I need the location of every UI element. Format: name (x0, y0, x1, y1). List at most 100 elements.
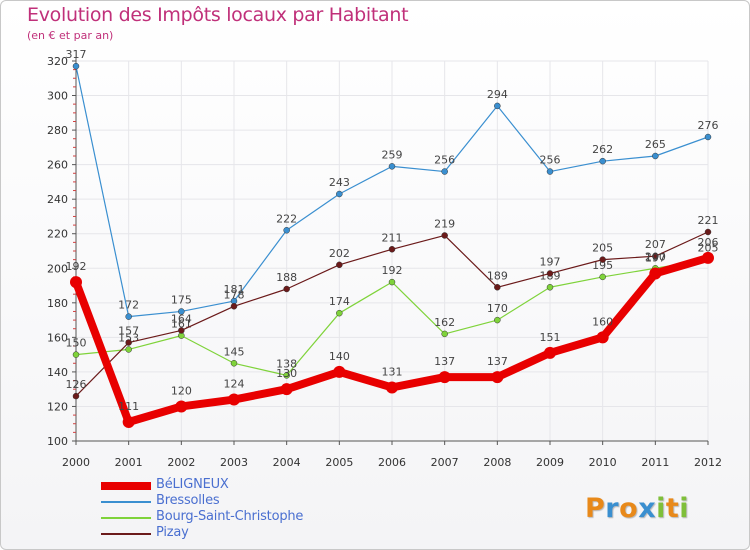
data-point (72, 351, 80, 358)
data-point (336, 309, 343, 317)
x-tick-label: 2010 (589, 456, 617, 469)
data-point (704, 228, 712, 236)
data-point (283, 285, 290, 293)
data-point (546, 168, 554, 175)
y-tick-label: 180 (47, 297, 68, 310)
data-point (388, 246, 396, 253)
data-label: 140 (329, 350, 350, 363)
data-label: 188 (276, 271, 297, 284)
data-point (494, 284, 501, 291)
data-label: 172 (118, 299, 139, 312)
y-tick-label: 140 (47, 366, 68, 379)
legend-swatch (101, 501, 151, 503)
data-label: 126 (66, 378, 87, 391)
data-point (544, 346, 556, 359)
x-tick-label: 2009 (536, 456, 564, 469)
data-point (546, 270, 554, 277)
chart-title: Evolution des Impôts locaux par Habitant (27, 4, 409, 26)
data-label: 202 (329, 247, 350, 260)
data-label: 205 (698, 242, 719, 255)
data-point (333, 365, 346, 378)
data-point (704, 133, 712, 141)
x-tick-label: 2005 (325, 456, 353, 469)
legend-label: Pizay (156, 525, 189, 540)
logo-letter: P (585, 493, 606, 524)
data-label: 189 (487, 269, 508, 282)
legend-label: Bourg-Saint-Christophe (156, 509, 304, 524)
data-point (599, 157, 606, 165)
data-label: 276 (698, 119, 719, 132)
data-label: 243 (329, 176, 350, 189)
y-tick-label: 260 (47, 159, 68, 172)
data-point (599, 256, 606, 263)
data-point (125, 346, 132, 353)
data-label: 192 (66, 260, 87, 273)
data-point (702, 251, 714, 264)
data-label: 111 (118, 400, 139, 413)
data-point (175, 400, 188, 413)
data-label: 170 (487, 302, 508, 315)
data-label: 265 (645, 138, 666, 151)
x-tick-label: 2006 (378, 456, 406, 469)
x-tick-label: 2003 (220, 456, 248, 469)
y-tick-label: 320 (47, 55, 68, 68)
x-tick-label: 2002 (167, 456, 195, 469)
data-point (125, 339, 132, 346)
data-point (596, 331, 609, 344)
y-tick-label: 280 (47, 124, 68, 137)
data-label: 317 (66, 48, 87, 61)
data-point (336, 261, 343, 269)
series-pizay: 126 157 164 178 188 202 211 219 189 197 205 207 221 (66, 214, 719, 400)
data-label: 160 (592, 315, 613, 328)
data-point (386, 381, 398, 394)
legend-swatch (101, 482, 151, 490)
data-label: 164 (171, 312, 192, 325)
x-tick-label: 2004 (273, 456, 301, 469)
data-point (125, 313, 132, 320)
y-tick-label: 100 (47, 435, 68, 448)
data-label: 205 (592, 242, 613, 255)
data-label: 259 (382, 148, 403, 161)
x-tick-label: 2008 (483, 456, 511, 469)
series-beligneux: 192 111 120 124 130 140 131 137 137 151 160 197 206 (66, 236, 719, 428)
data-point (649, 267, 662, 280)
data-label: 174 (329, 295, 350, 308)
data-point (599, 273, 606, 281)
data-label: 221 (698, 214, 719, 227)
data-point (546, 284, 554, 291)
data-label: 207 (645, 238, 666, 251)
data-point (230, 360, 238, 367)
x-tick-label: 2007 (431, 456, 459, 469)
data-point (491, 371, 504, 384)
x-tick-label: 2000 (62, 456, 90, 469)
logo-letter: x (638, 493, 657, 524)
data-point (280, 383, 293, 396)
data-point (228, 393, 240, 406)
data-label: 150 (66, 337, 87, 350)
legend-swatch (101, 533, 151, 535)
data-point (178, 327, 185, 334)
y-tick-label: 220 (47, 228, 68, 241)
data-point (283, 227, 290, 234)
data-point (122, 416, 135, 428)
data-label: 219 (434, 217, 455, 230)
y-tick-label: 120 (47, 400, 68, 413)
data-label: 130 (276, 367, 297, 380)
data-point (441, 168, 448, 175)
data-label: 120 (171, 384, 192, 397)
data-label: 256 (434, 154, 455, 167)
data-label: 211 (382, 231, 403, 244)
data-point (652, 152, 659, 160)
data-label: 197 (645, 251, 666, 264)
data-point (441, 232, 448, 239)
data-label: 197 (540, 255, 561, 268)
data-point (72, 392, 80, 400)
legend-label: Bressolles (156, 493, 220, 508)
data-label: 294 (487, 88, 508, 101)
data-point (652, 252, 659, 260)
data-label: 256 (540, 154, 561, 167)
y-tick-label: 240 (47, 193, 68, 206)
data-point (388, 163, 396, 170)
